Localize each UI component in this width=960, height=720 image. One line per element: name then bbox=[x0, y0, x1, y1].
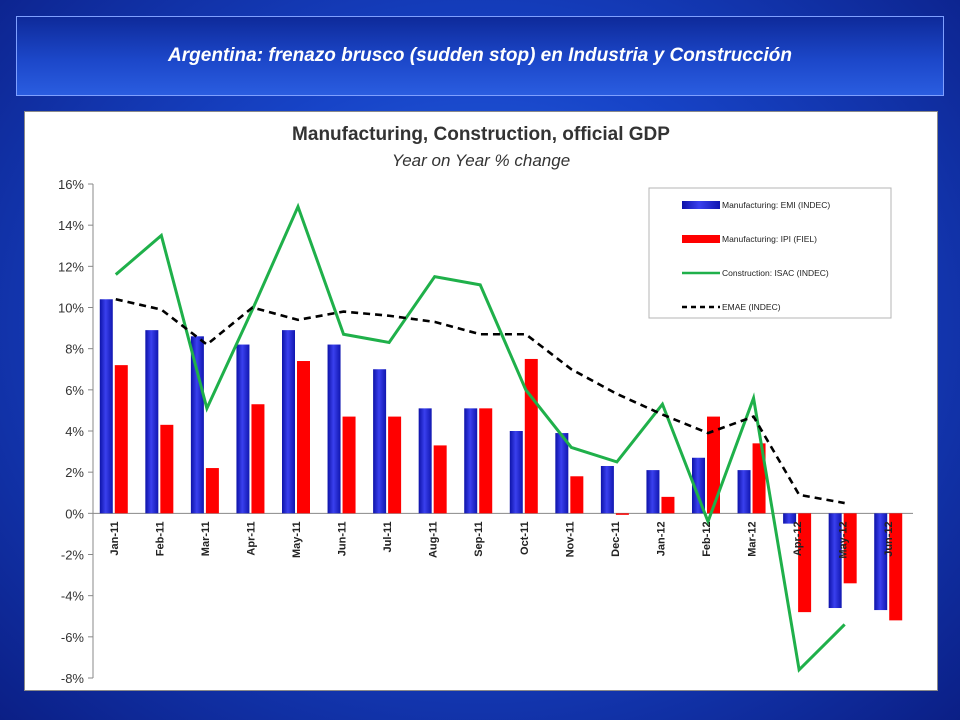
bar bbox=[282, 330, 295, 514]
y-tick-label: -4% bbox=[61, 589, 85, 604]
x-tick-label: Aug-11 bbox=[428, 521, 440, 558]
y-tick-label: 10% bbox=[58, 301, 84, 316]
x-tick-label: Mar-11 bbox=[200, 521, 212, 556]
chart-frame: Manufacturing, Construction, official GD… bbox=[24, 111, 938, 691]
bar bbox=[205, 468, 219, 514]
bar bbox=[570, 476, 584, 514]
bar bbox=[752, 443, 766, 514]
bar bbox=[707, 416, 720, 514]
x-tick-label: Nov-11 bbox=[564, 521, 576, 557]
bar bbox=[798, 513, 812, 613]
x-tick-label: May-12 bbox=[838, 521, 850, 558]
x-tick-label: Feb-12 bbox=[701, 521, 713, 556]
bar bbox=[236, 344, 250, 514]
bar bbox=[828, 513, 842, 609]
bar bbox=[783, 513, 797, 524]
bar bbox=[555, 433, 569, 514]
bar bbox=[464, 408, 478, 514]
legend: Manufacturing: EMI (INDEC) Manufacturing:… bbox=[648, 187, 892, 319]
x-axis-labels: Jan-11 Feb-11 Mar-11 Apr-11 May-11 Jun-11 Jul-… bbox=[109, 521, 895, 558]
chart-subtitle: Year on Year % change bbox=[392, 151, 570, 170]
bar bbox=[99, 299, 113, 514]
chart-title: Manufacturing, Construction, official GD… bbox=[292, 124, 670, 145]
x-tick-label: Jan-11 bbox=[109, 521, 121, 555]
legend-label: Construction: ISAC (INDEC) bbox=[722, 268, 829, 278]
x-tick-label: Sep-11 bbox=[473, 521, 485, 556]
x-tick-label: Mar-12 bbox=[747, 521, 759, 556]
bar bbox=[190, 336, 204, 514]
bar bbox=[692, 457, 705, 514]
bar bbox=[615, 513, 629, 515]
bar bbox=[327, 344, 341, 514]
bar bbox=[524, 358, 538, 514]
bar bbox=[145, 330, 159, 514]
bar bbox=[737, 470, 751, 514]
bar bbox=[297, 361, 310, 514]
bar bbox=[874, 513, 888, 611]
y-tick-label: 14% bbox=[58, 218, 84, 233]
legend-label: Manufacturing: EMI (INDEC) bbox=[722, 200, 830, 210]
bar bbox=[388, 416, 402, 514]
x-tick-label: Oct-11 bbox=[519, 521, 531, 555]
series-line bbox=[115, 297, 845, 505]
bar bbox=[843, 513, 857, 584]
x-tick-label: Jun-11 bbox=[337, 521, 349, 556]
bar bbox=[418, 408, 432, 514]
y-tick-label: 4% bbox=[65, 424, 84, 439]
legend-box bbox=[648, 187, 892, 319]
bar bbox=[600, 465, 614, 514]
bar bbox=[160, 424, 174, 514]
legend-swatch bbox=[682, 201, 720, 209]
legend-swatch bbox=[682, 235, 720, 243]
x-tick-label: Dec-11 bbox=[610, 521, 622, 556]
bar bbox=[661, 496, 675, 514]
y-tick-label: -8% bbox=[61, 671, 85, 686]
x-tick-label: Jul-11 bbox=[382, 521, 394, 552]
slide-title: Argentina: frenazo brusco (sudden stop) … bbox=[168, 45, 792, 66]
bar bbox=[251, 404, 265, 514]
y-tick-label: 12% bbox=[58, 259, 84, 274]
bar bbox=[479, 408, 493, 514]
slide-title-banner: Argentina: frenazo brusco (sudden stop) … bbox=[16, 16, 944, 96]
bar bbox=[373, 369, 387, 514]
y-tick-label: 8% bbox=[65, 342, 84, 357]
x-tick-label: Jan-12 bbox=[655, 521, 667, 556]
x-tick-label: Feb-11 bbox=[154, 521, 166, 556]
legend-label: EMAE (INDEC) bbox=[722, 302, 781, 312]
y-tick-label: 0% bbox=[65, 506, 84, 521]
y-tick-label: 16% bbox=[58, 177, 84, 192]
bar bbox=[889, 513, 903, 621]
bar bbox=[342, 416, 356, 514]
y-tick-label: 2% bbox=[65, 465, 84, 480]
y-axis: 16% 14% 12% 10% 8% 6% 4% 2% 0% -2% -4% -6% -8% bbox=[58, 177, 913, 686]
x-tick-label: May-11 bbox=[291, 521, 303, 558]
bar bbox=[646, 470, 660, 514]
y-tick-label: 6% bbox=[65, 383, 84, 398]
series-line bbox=[114, 202, 846, 673]
bar bbox=[509, 431, 523, 514]
bar bbox=[433, 445, 447, 514]
y-tick-label: -6% bbox=[61, 630, 85, 645]
bar bbox=[114, 365, 128, 514]
x-tick-label: Jun-12 bbox=[883, 521, 895, 556]
legend-label: Manufacturing: IPI (FIEL) bbox=[722, 234, 817, 244]
chart: Manufacturing, Construction, official GD… bbox=[58, 124, 913, 686]
x-tick-label: Apr-12 bbox=[792, 521, 804, 556]
lines bbox=[114, 202, 846, 673]
y-tick-label: -2% bbox=[61, 548, 85, 563]
x-tick-label: Apr-11 bbox=[245, 521, 257, 555]
